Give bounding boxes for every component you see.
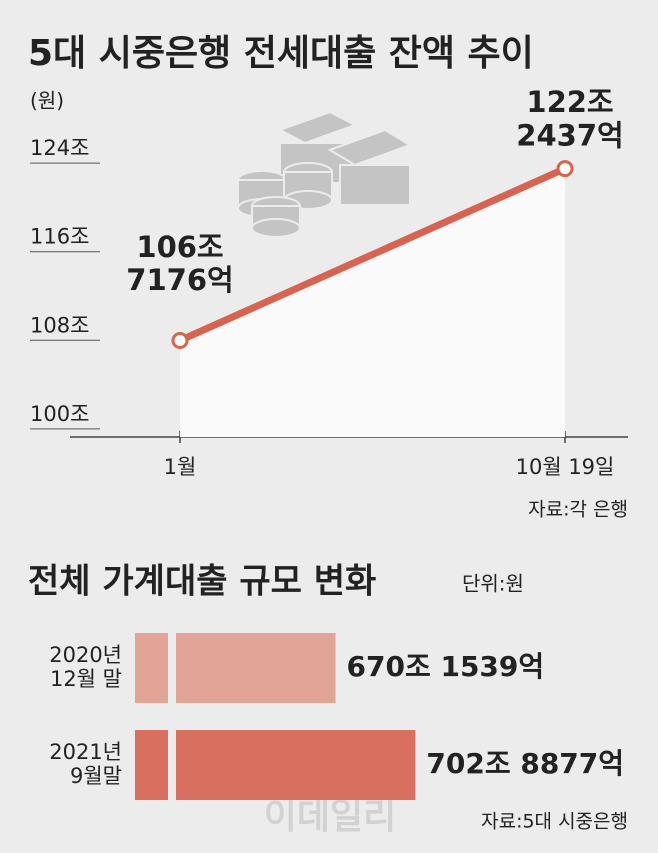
marker: [171, 331, 189, 349]
y-tick-label: 124조: [30, 136, 89, 160]
value-label: 670조 1539억: [347, 650, 545, 683]
area: [180, 168, 565, 438]
bar: [135, 730, 416, 800]
unit-label: (원): [30, 89, 64, 113]
y-tick-label: 116조: [30, 225, 89, 249]
chart-title: 전체 가계대출 규모 변화: [28, 562, 376, 602]
x-tick-label: 10월 19일: [516, 455, 615, 479]
chart-title: 5대 시중은행 전세대출 잔액 추이: [28, 33, 534, 74]
line: [178, 165, 567, 344]
source: 자료:5대 시중은행: [481, 811, 628, 833]
bar: [135, 633, 336, 703]
y-tick-label: 100조: [30, 402, 89, 426]
source: 자료:각 은행: [528, 499, 628, 521]
value-label: 122조 2437억: [516, 85, 623, 152]
unit-label: 단위:원: [462, 572, 524, 596]
value-label: 106조 7176억: [126, 230, 233, 297]
category-label: 2021년 9월말: [49, 740, 122, 788]
marker: [556, 160, 574, 178]
category-label: 2020년 12월 말: [49, 643, 122, 691]
watermark: 이데일리: [264, 796, 396, 837]
y-tick-label: 108조: [30, 313, 89, 337]
axis-break: [168, 728, 176, 802]
money-icon: [237, 110, 413, 238]
axis-break: [168, 631, 176, 705]
x-tick-label: 1월: [164, 455, 197, 479]
value-label: 702조 8877억: [426, 747, 624, 780]
